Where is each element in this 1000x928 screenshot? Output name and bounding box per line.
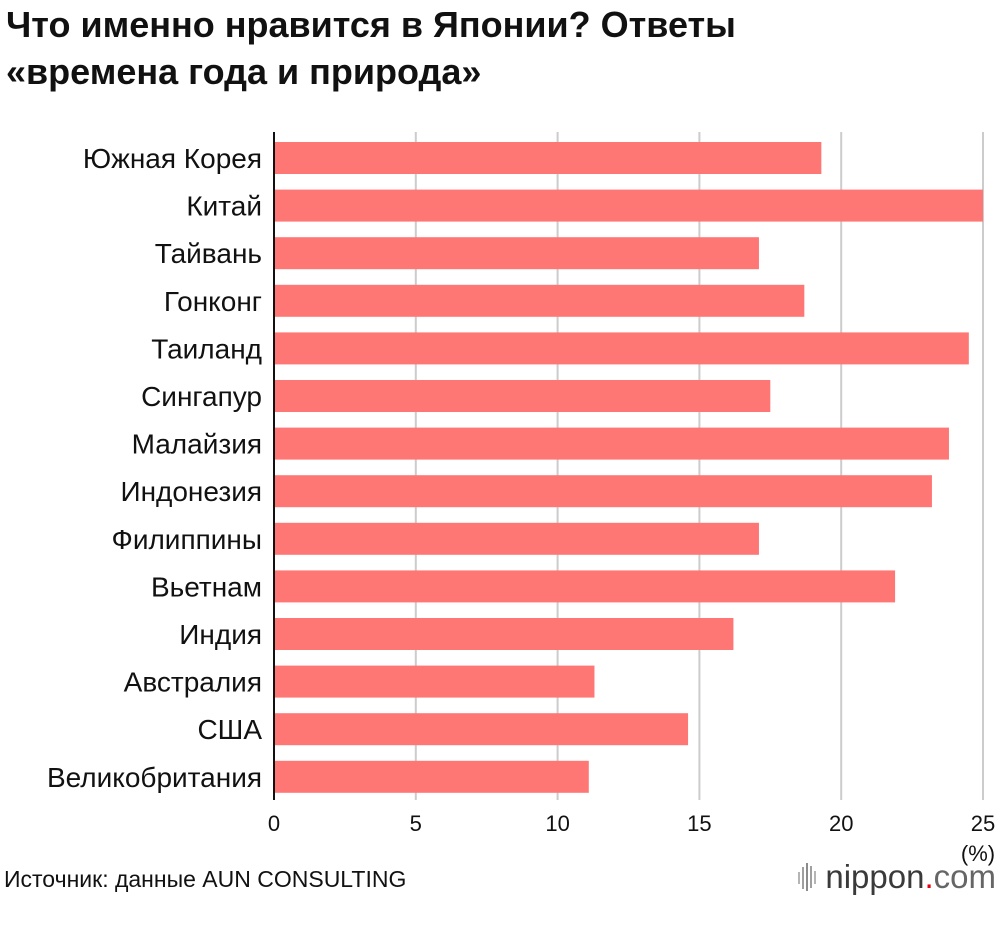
bar bbox=[274, 427, 949, 460]
logo-dot: . bbox=[924, 858, 934, 895]
bar bbox=[274, 237, 759, 270]
logo-text: nippon.com bbox=[825, 858, 996, 896]
chart-title-line-1: Что именно нравится в Японии? Ответы bbox=[6, 4, 736, 45]
x-tick-label: 10 bbox=[545, 811, 569, 836]
category-label: Малайзия bbox=[132, 429, 262, 460]
source-note: Источник: данные AUN CONSULTING bbox=[4, 866, 407, 892]
category-label: Индонезия bbox=[120, 476, 262, 507]
chart-title: Что именно нравится в Японии? Ответы «вр… bbox=[6, 1, 736, 95]
bar bbox=[274, 189, 983, 222]
category-label: Южная Корея bbox=[83, 143, 262, 174]
bar bbox=[274, 522, 759, 555]
category-label: Вьетнам bbox=[151, 571, 262, 602]
nippon-logo-icon bbox=[798, 863, 817, 891]
x-tick-label: 20 bbox=[829, 811, 853, 836]
category-label: Сингапур bbox=[141, 381, 262, 412]
chart-title-line-2: «времена года и природа» bbox=[6, 51, 482, 92]
bar bbox=[274, 570, 896, 603]
category-label: Филиппины bbox=[112, 524, 262, 555]
nippon-logo[interactable]: nippon.com bbox=[797, 858, 996, 896]
category-label: Великобритания bbox=[47, 762, 262, 793]
unit-label: (%) bbox=[961, 841, 995, 866]
bar bbox=[274, 380, 771, 412]
category-label: Индия bbox=[179, 619, 262, 650]
category-label: Таиланд bbox=[151, 333, 262, 364]
x-tick-label: 0 bbox=[268, 811, 280, 836]
bar bbox=[274, 760, 589, 793]
category-label: Австралия bbox=[124, 667, 262, 698]
bar bbox=[274, 142, 822, 174]
bar bbox=[274, 332, 969, 365]
x-tick-label: 15 bbox=[687, 811, 711, 836]
logo-tld: com bbox=[933, 858, 996, 895]
x-tick-label: 5 bbox=[410, 811, 422, 836]
bar bbox=[274, 475, 932, 508]
x-tick-label: 25 bbox=[971, 811, 995, 836]
category-label: Китай bbox=[186, 191, 262, 222]
category-label: Тайвань bbox=[155, 238, 262, 269]
bar bbox=[274, 618, 734, 650]
category-label: США bbox=[197, 714, 262, 745]
bar bbox=[274, 665, 595, 698]
category-label: Гонконг bbox=[164, 286, 262, 317]
logo-name: nippon bbox=[825, 858, 925, 895]
bar bbox=[274, 284, 805, 317]
bar bbox=[274, 713, 689, 746]
